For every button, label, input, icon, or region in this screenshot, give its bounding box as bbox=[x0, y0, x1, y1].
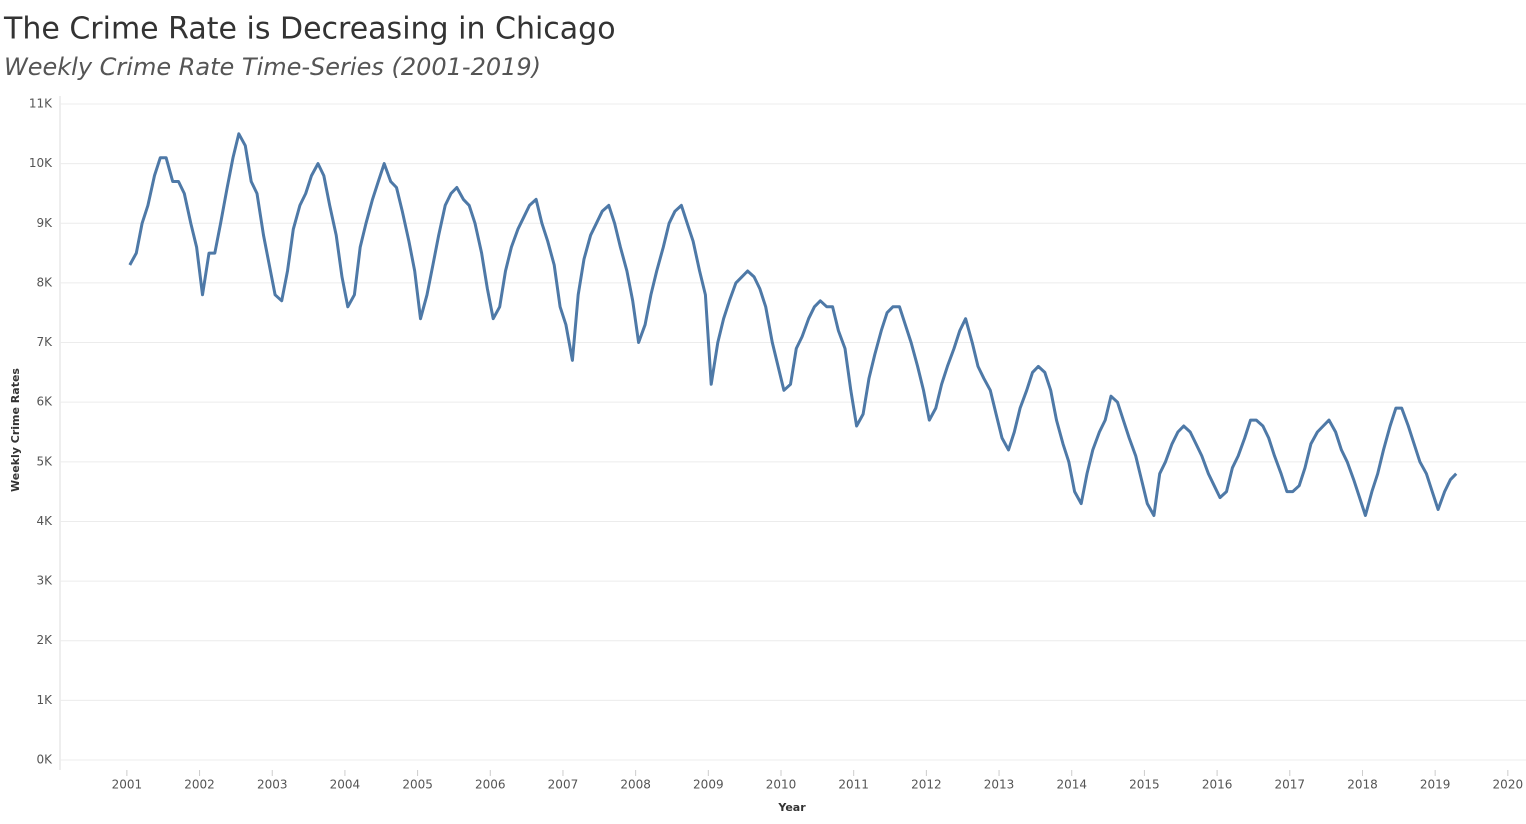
chart-title: The Crime Rate is Decreasing in Chicago bbox=[3, 12, 616, 47]
x-tick-label: 2013 bbox=[984, 778, 1015, 792]
x-tick-label: 2011 bbox=[838, 778, 869, 792]
x-tick-label: 2001 bbox=[112, 778, 143, 792]
y-tick-label: 6K bbox=[36, 395, 53, 409]
x-tick-label: 2018 bbox=[1347, 778, 1378, 792]
chart-subtitle: Weekly Crime Rate Time-Series (2001-2019… bbox=[4, 53, 541, 81]
x-tick-label: 2012 bbox=[911, 778, 942, 792]
x-tick-label: 2004 bbox=[330, 778, 361, 792]
x-tick-label: 2010 bbox=[766, 778, 797, 792]
y-tick-label: 11K bbox=[29, 97, 53, 111]
x-tick-label: 2016 bbox=[1202, 778, 1233, 792]
x-axis-title: Year bbox=[777, 801, 806, 814]
y-tick-label: 8K bbox=[36, 275, 53, 289]
y-tick-label: 3K bbox=[36, 574, 53, 588]
x-tick-label: 2007 bbox=[548, 778, 579, 792]
x-tick-label: 2003 bbox=[257, 778, 288, 792]
y-tick-label: 4K bbox=[36, 514, 53, 528]
y-tick-label: 10K bbox=[29, 156, 53, 170]
x-tick-label: 2020 bbox=[1493, 778, 1524, 792]
x-tick-label: 2009 bbox=[693, 778, 724, 792]
x-tick-label: 2005 bbox=[402, 778, 433, 792]
x-tick-label: 2017 bbox=[1275, 778, 1306, 792]
x-tick-label: 2006 bbox=[475, 778, 506, 792]
y-tick-label: 5K bbox=[36, 454, 53, 468]
y-tick-label: 0K bbox=[36, 753, 53, 767]
y-tick-label: 2K bbox=[36, 633, 53, 647]
x-tick-label: 2015 bbox=[1129, 778, 1160, 792]
x-tick-label: 2014 bbox=[1056, 778, 1087, 792]
x-tick-label: 2008 bbox=[620, 778, 651, 792]
y-tick-label: 9K bbox=[36, 216, 53, 230]
y-axis-title: Weekly Crime Rates bbox=[9, 368, 22, 492]
x-tick-label: 2002 bbox=[184, 778, 215, 792]
y-tick-label: 7K bbox=[36, 335, 53, 349]
y-tick-label: 1K bbox=[36, 693, 53, 707]
line-series bbox=[128, 132, 1458, 517]
x-tick-label: 2019 bbox=[1420, 778, 1451, 792]
